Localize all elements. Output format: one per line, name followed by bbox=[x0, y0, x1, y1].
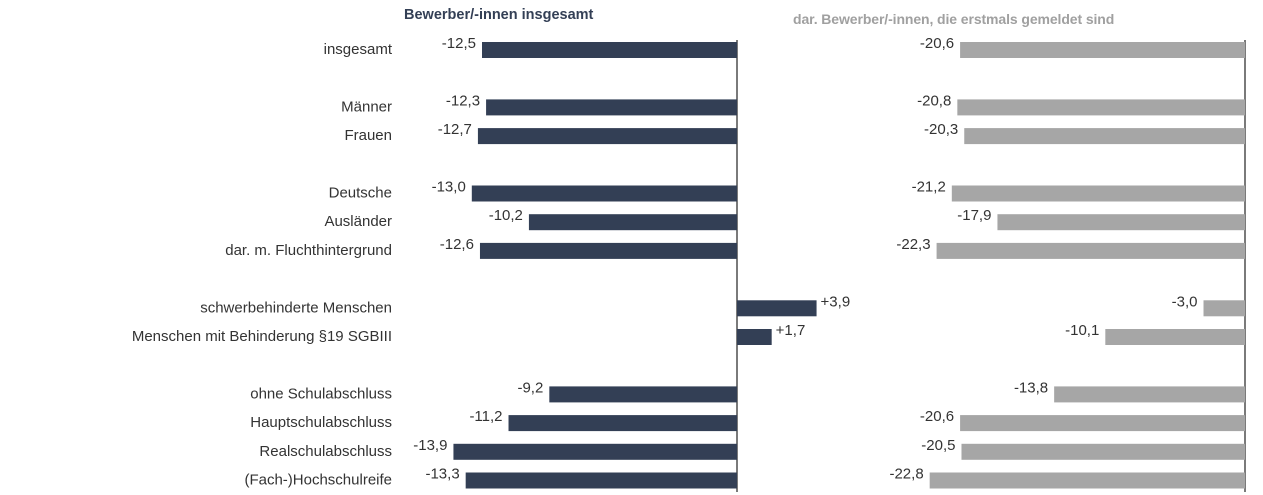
bar bbox=[960, 415, 1245, 432]
value-label: -20,3 bbox=[924, 121, 958, 138]
value-label: -11,2 bbox=[469, 408, 502, 425]
bar bbox=[528, 214, 737, 231]
category-label: ohne Schulabschluss bbox=[250, 385, 392, 402]
value-label: -12,6 bbox=[440, 236, 474, 253]
category-label: Hauptschulabschluss bbox=[250, 414, 392, 431]
category-label: Ausländer bbox=[324, 213, 392, 230]
bar bbox=[471, 185, 737, 202]
bar bbox=[465, 472, 737, 489]
value-label: -9,2 bbox=[517, 379, 543, 396]
bar bbox=[1203, 300, 1245, 317]
category-label: dar. m. Fluchthintergrund bbox=[225, 242, 392, 259]
value-label: -3,0 bbox=[1172, 293, 1198, 310]
bar bbox=[737, 300, 817, 317]
bar bbox=[453, 443, 737, 460]
bar bbox=[961, 443, 1245, 460]
chart-title: dar. Bewerber/-innen, die erstmals gemel… bbox=[793, 11, 1115, 27]
bar bbox=[957, 99, 1245, 116]
category-label: (Fach-)Hochschulreife bbox=[244, 471, 392, 488]
category-label: Frauen bbox=[344, 127, 392, 144]
category-label: schwerbehinderte Menschen bbox=[200, 299, 392, 316]
category-label: Männer bbox=[341, 98, 392, 115]
bar bbox=[997, 214, 1245, 231]
bar bbox=[960, 42, 1245, 58]
category-label: Realschulabschluss bbox=[259, 443, 392, 460]
bar bbox=[486, 99, 737, 116]
value-label: -13,3 bbox=[425, 465, 459, 482]
category-label: Menschen mit Behinderung §19 SGBIII bbox=[132, 328, 392, 345]
bar bbox=[964, 128, 1245, 145]
bar bbox=[936, 242, 1245, 259]
bar bbox=[929, 472, 1245, 489]
bar bbox=[1054, 386, 1245, 403]
value-label: -21,2 bbox=[912, 178, 946, 195]
value-label: -22,8 bbox=[889, 465, 923, 482]
value-label: -12,5 bbox=[442, 35, 476, 52]
value-label: +3,9 bbox=[821, 293, 851, 310]
chart-title: Bewerber/-innen insgesamt bbox=[404, 7, 594, 23]
bar bbox=[737, 329, 772, 345]
bar bbox=[477, 128, 737, 145]
value-label: -13,9 bbox=[413, 437, 447, 454]
value-label: -10,1 bbox=[1065, 322, 1099, 339]
category-label: insgesamt bbox=[324, 41, 393, 58]
value-label: -20,5 bbox=[921, 437, 955, 454]
value-label: -13,0 bbox=[432, 178, 466, 195]
bar bbox=[508, 415, 737, 432]
bar bbox=[951, 185, 1245, 202]
value-label: -12,3 bbox=[446, 92, 480, 109]
category-label: Deutsche bbox=[329, 184, 392, 201]
value-label: -20,6 bbox=[920, 408, 954, 425]
value-label: -20,6 bbox=[920, 35, 954, 52]
value-label: -17,9 bbox=[957, 207, 991, 224]
value-label: -22,3 bbox=[896, 236, 930, 253]
value-label: -20,8 bbox=[917, 92, 951, 109]
bar bbox=[479, 242, 737, 259]
value-label: -12,7 bbox=[438, 121, 472, 138]
value-label: +1,7 bbox=[776, 322, 806, 339]
bar bbox=[482, 42, 737, 58]
value-label: -10,2 bbox=[489, 207, 523, 224]
bar bbox=[549, 386, 737, 403]
bar bbox=[1105, 329, 1245, 345]
value-label: -13,8 bbox=[1014, 379, 1048, 396]
